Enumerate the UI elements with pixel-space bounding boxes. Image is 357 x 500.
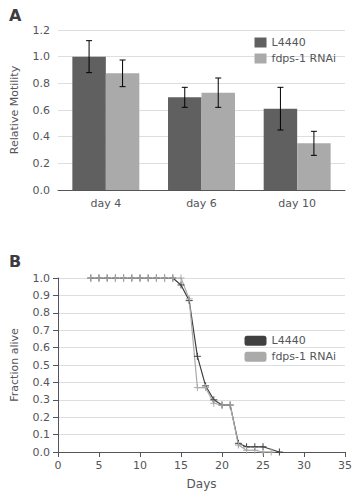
svg-text:A: A xyxy=(9,6,22,25)
svg-text:10: 10 xyxy=(133,459,147,472)
svg-text:0.7: 0.7 xyxy=(33,324,51,337)
svg-text:fdps-1 RNAi: fdps-1 RNAi xyxy=(272,350,337,363)
svg-text:0.4: 0.4 xyxy=(33,130,51,143)
svg-text:Fraction alive: Fraction alive xyxy=(8,328,21,402)
svg-text:day 10: day 10 xyxy=(278,197,316,210)
svg-text:0.2: 0.2 xyxy=(33,157,51,170)
svg-text:day 4: day 4 xyxy=(90,197,121,210)
svg-text:Days: Days xyxy=(187,477,217,491)
svg-text:L4440: L4440 xyxy=(272,36,306,49)
svg-text:B: B xyxy=(9,252,21,271)
svg-text:35: 35 xyxy=(338,459,352,472)
svg-text:0.4: 0.4 xyxy=(33,376,51,389)
svg-text:0.8: 0.8 xyxy=(33,77,51,90)
svg-text:0.6: 0.6 xyxy=(33,104,51,117)
svg-text:25: 25 xyxy=(256,459,270,472)
svg-text:0.5: 0.5 xyxy=(33,359,51,372)
svg-text:0: 0 xyxy=(55,459,62,472)
svg-text:30: 30 xyxy=(297,459,311,472)
svg-text:1.0: 1.0 xyxy=(33,50,51,63)
svg-text:0.6: 0.6 xyxy=(33,341,51,354)
svg-text:Relative Motility: Relative Motility xyxy=(8,65,21,154)
svg-text:0.2: 0.2 xyxy=(33,411,51,424)
svg-text:0.9: 0.9 xyxy=(33,289,51,302)
svg-text:5: 5 xyxy=(96,459,103,472)
svg-text:0.8: 0.8 xyxy=(33,306,51,319)
svg-text:0.3: 0.3 xyxy=(33,393,51,406)
svg-text:20: 20 xyxy=(215,459,229,472)
svg-text:L4440: L4440 xyxy=(272,334,306,347)
svg-text:fdps-1 RNAi: fdps-1 RNAi xyxy=(272,52,337,65)
svg-text:day 6: day 6 xyxy=(186,197,217,210)
svg-text:1.2: 1.2 xyxy=(33,24,51,37)
svg-text:0.0: 0.0 xyxy=(33,184,51,197)
svg-text:1.0: 1.0 xyxy=(33,272,51,285)
svg-text:0.0: 0.0 xyxy=(33,446,51,459)
svg-text:15: 15 xyxy=(174,459,188,472)
svg-text:0.1: 0.1 xyxy=(33,428,51,441)
